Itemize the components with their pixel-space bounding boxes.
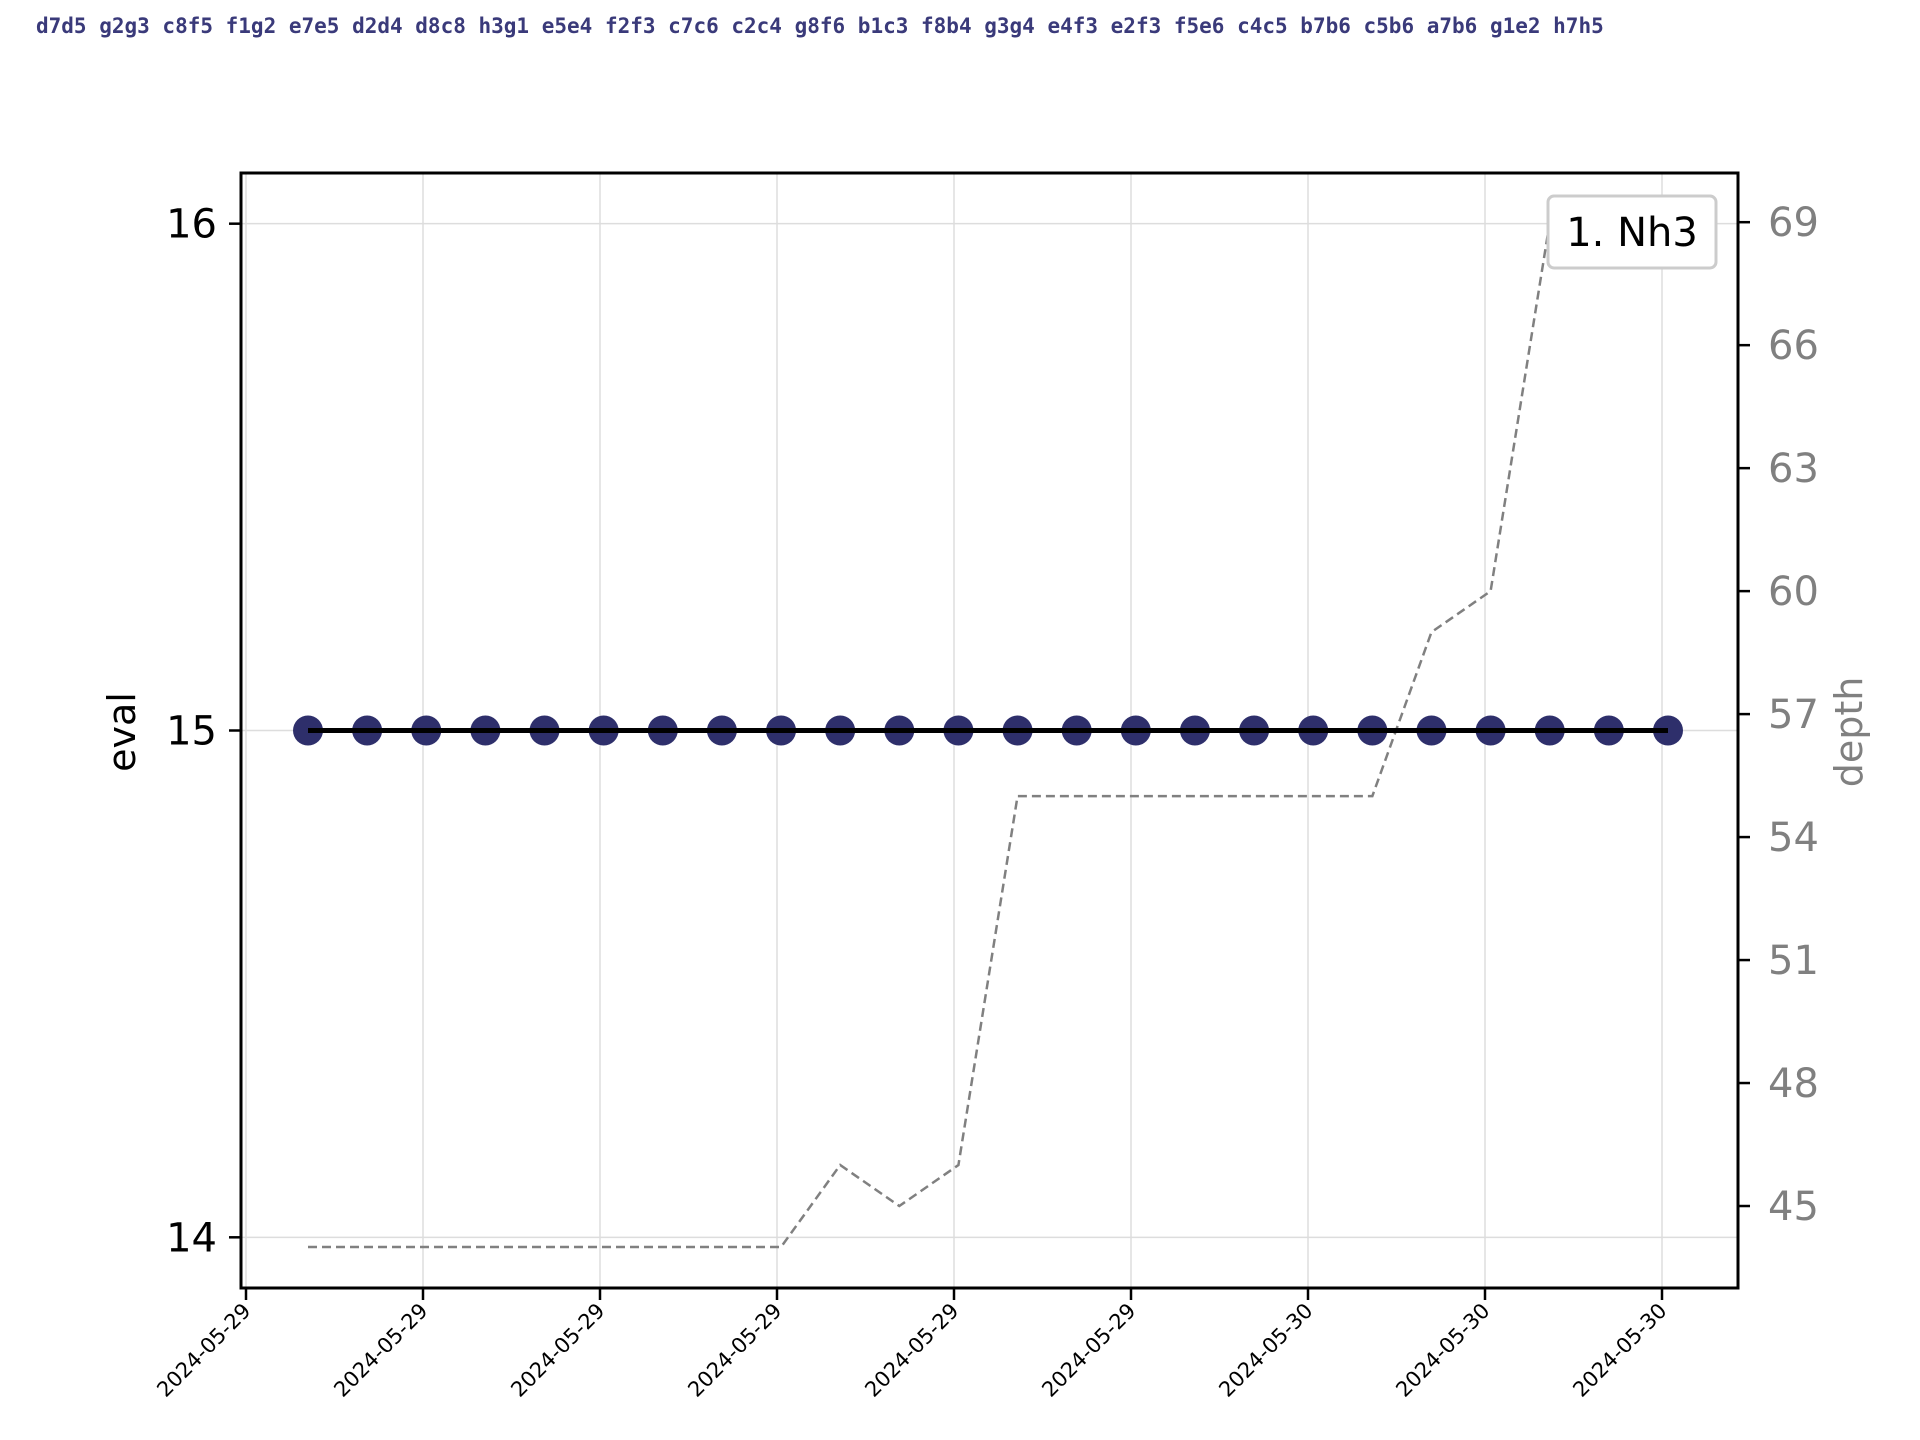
depth-series — [308, 220, 1668, 1249]
y-tick-label-right: 69 — [1768, 200, 1819, 246]
y-tick-label-right: 54 — [1768, 815, 1819, 861]
x-tick-label: 2024-05-30 — [1214, 1299, 1317, 1402]
y-tick-label-left: 15 — [166, 709, 217, 755]
legend-label: 1. Nh3 — [1566, 210, 1698, 256]
x-tick-label: 2024-05-29 — [152, 1299, 255, 1402]
y-tick-label-right: 60 — [1768, 569, 1819, 615]
right-axis: 45 48 51 54 57 60 63 66 69 — [1738, 200, 1819, 1230]
legend: 1. Nh3 — [1546, 194, 1718, 270]
depth-line — [308, 220, 1668, 1249]
legend-box — [1546, 194, 1718, 270]
y-axis-label-right: depth — [1827, 677, 1871, 788]
x-tick-label: 2024-05-29 — [683, 1299, 786, 1402]
x-tick-label: 2024-05-29 — [860, 1299, 963, 1402]
y-tick-label-right: 51 — [1768, 938, 1819, 984]
x-tick-label: 2024-05-29 — [1037, 1299, 1140, 1402]
pv-line: d7d5 g2g3 c8f5 f1g2 e7e5 d2d4 d8c8 h3g1 … — [36, 14, 1604, 38]
eval-series — [293, 715, 1683, 746]
y-tick-label-right: 48 — [1768, 1061, 1819, 1107]
y-tick-label-right: 66 — [1768, 323, 1819, 369]
y-axis-label-left: eval — [100, 692, 144, 772]
y-tick-label-right: 63 — [1768, 446, 1819, 492]
y-tick-label-right: 57 — [1768, 692, 1819, 738]
x-tick-label: 2024-05-30 — [1391, 1299, 1494, 1402]
x-tick-label: 2024-05-29 — [506, 1299, 609, 1402]
left-axis: 14 15 16 — [166, 202, 241, 1261]
x-tick-label: 2024-05-30 — [1568, 1299, 1671, 1402]
y-tick-label-left: 16 — [166, 202, 217, 248]
x-axis: 2024-05-29 2024-05-29 2024-05-29 2024-05-29… — [152, 1288, 1672, 1402]
x-tick-label: 2024-05-29 — [329, 1299, 432, 1402]
y-tick-label-left: 14 — [166, 1215, 217, 1261]
y-tick-label-right: 45 — [1768, 1184, 1819, 1230]
